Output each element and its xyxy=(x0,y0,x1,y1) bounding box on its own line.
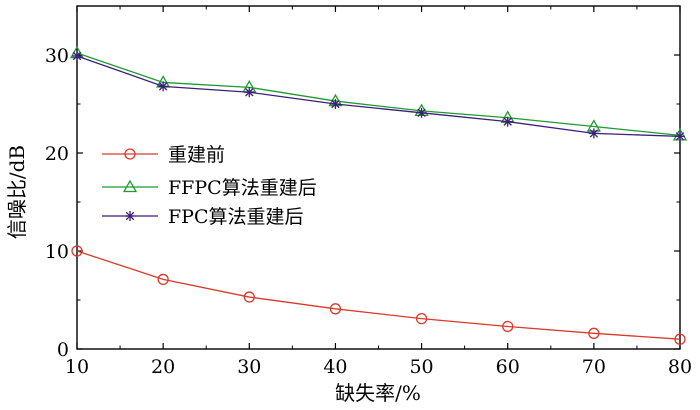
y-tick-label: 30 xyxy=(45,45,69,67)
legend-label: 重建前 xyxy=(168,144,225,166)
star-stroke xyxy=(503,117,512,126)
star-stroke xyxy=(589,129,599,138)
x-tick-label: 40 xyxy=(323,356,347,378)
legend-label: FPC算法重建后 xyxy=(168,206,304,228)
data-point xyxy=(502,116,513,127)
x-tick-label: 60 xyxy=(496,356,520,378)
star-stroke xyxy=(675,132,685,141)
data-point xyxy=(416,107,427,118)
star-stroke xyxy=(417,108,426,118)
data-point xyxy=(330,99,341,109)
x-tick-label: 50 xyxy=(409,356,433,378)
data-point xyxy=(71,245,83,257)
y-tick-label: 0 xyxy=(57,339,69,361)
legend-label: FFPC算法重建后 xyxy=(168,177,317,199)
x-tick-label: 80 xyxy=(668,356,692,378)
legend: 重建前 FFPC算法重建后 FPC算法重建后 xyxy=(102,144,317,228)
star-stroke xyxy=(72,51,82,61)
legend-marker xyxy=(124,148,136,160)
x-tick-label: 70 xyxy=(582,356,606,378)
series-line xyxy=(76,55,681,137)
star-stroke xyxy=(125,211,135,221)
data-point xyxy=(588,128,599,139)
y-tick-label: 10 xyxy=(45,241,69,263)
star-stroke xyxy=(245,88,254,97)
y-tick-label: 20 xyxy=(45,143,69,165)
series-2 xyxy=(72,50,685,142)
x-axis-title: 缺失率/% xyxy=(335,381,421,405)
data-point xyxy=(244,87,255,98)
data-point xyxy=(72,50,82,61)
legend-item-2: FPC算法重建后 xyxy=(102,206,304,228)
data-point xyxy=(415,312,428,325)
x-tick-label: 10 xyxy=(65,356,89,378)
series-line xyxy=(76,250,681,340)
data-point xyxy=(675,131,685,142)
series-1 xyxy=(69,45,688,141)
data-point xyxy=(502,320,514,333)
data-point xyxy=(329,303,342,315)
x-tick-label: 30 xyxy=(237,356,261,378)
star-stroke xyxy=(331,99,340,109)
data-point xyxy=(158,81,169,92)
legend-marker xyxy=(122,179,138,193)
data-point xyxy=(588,327,600,339)
data-point xyxy=(243,291,255,303)
legend-item-1: FFPC算法重建后 xyxy=(102,177,317,199)
star-stroke xyxy=(158,82,168,91)
series-0 xyxy=(71,245,686,345)
data-point xyxy=(674,333,686,345)
data-point xyxy=(157,273,169,286)
series-line xyxy=(76,52,681,137)
y-axis-title: 信噪比/dB xyxy=(5,145,29,239)
legend-item-0: 重建前 xyxy=(102,144,225,166)
series-group xyxy=(69,45,688,345)
x-tick-label: 20 xyxy=(151,356,175,378)
legend-marker xyxy=(125,211,135,221)
